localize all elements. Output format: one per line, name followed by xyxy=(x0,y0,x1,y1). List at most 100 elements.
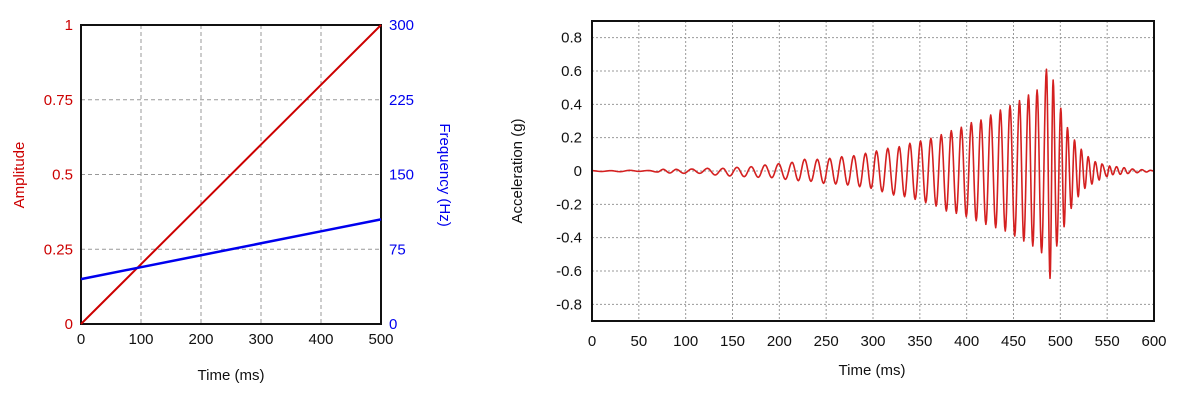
signal-extremum-point xyxy=(791,161,793,163)
signal-extremum-point xyxy=(1032,245,1034,247)
y2-tick-label: 225 xyxy=(389,92,414,109)
signal-extremum-point xyxy=(995,227,997,229)
signal-extremum-point xyxy=(870,187,872,189)
y-tick-label: -0.2 xyxy=(556,196,582,213)
signal-extremum-point xyxy=(722,167,724,169)
y-tick-label: -0.6 xyxy=(556,263,582,280)
signal-extremum-point xyxy=(1101,163,1103,165)
x-tick-label: 50 xyxy=(630,333,647,350)
x-tick-label: 550 xyxy=(1095,333,1120,350)
signal-extremum-point xyxy=(930,137,932,139)
signal-extremum-point xyxy=(909,142,911,144)
y-tick-label: 0.75 xyxy=(44,92,73,109)
signal-extremum-point xyxy=(822,182,825,184)
y-tick-label: 0.5 xyxy=(52,167,73,184)
signal-extremum-point xyxy=(1131,168,1134,170)
signal-extremum-point xyxy=(950,130,952,132)
signal-extremum-point xyxy=(847,184,849,186)
signal-extremum-point xyxy=(1077,196,1079,198)
signal-extremum-point xyxy=(1149,169,1151,171)
signal-extremum-point xyxy=(1123,167,1125,169)
y-tick-label: 0.25 xyxy=(44,241,73,258)
signal-extremum-point xyxy=(887,147,889,149)
accel-y-axis-label: Acceleration (g) xyxy=(509,118,526,223)
amplitude-line xyxy=(80,24,382,325)
chart-amplitude-frequency: 0 100 200 300 400 50000.250.50.75107515022530… xyxy=(44,17,414,348)
x-tick-label: 300 xyxy=(248,331,273,348)
signal-extremum-point xyxy=(1073,139,1076,141)
signal-extremum-point xyxy=(797,180,799,182)
x-tick-label: 400 xyxy=(308,331,333,348)
left-y-axis-label: Amplitude xyxy=(11,142,28,209)
signal-extremum-point xyxy=(881,191,883,193)
signal-extremum-point xyxy=(699,172,701,174)
signal-extremum-point xyxy=(1145,171,1148,173)
x-tick-label: 250 xyxy=(814,333,839,350)
signal-extremum-point xyxy=(628,169,631,171)
signal-extremum-point xyxy=(683,172,685,174)
signal-extremum-point xyxy=(1018,100,1021,102)
signal-extremum-point xyxy=(903,196,906,198)
signal-extremum-point xyxy=(619,171,621,173)
signal-extremum-point xyxy=(736,166,738,168)
x-tick-label: 450 xyxy=(1001,333,1026,350)
signal-extremum-point xyxy=(1049,277,1051,279)
signal-extremum-point xyxy=(853,155,855,157)
signal-extremum-point xyxy=(875,150,878,152)
signal-extremum-point xyxy=(990,114,992,116)
signal-extremum-point xyxy=(662,168,664,170)
signal-extremum-point xyxy=(656,171,659,173)
signal-extremum-point xyxy=(706,167,709,169)
x-tick-label: 0 xyxy=(588,333,596,350)
signal-extremum-point xyxy=(1041,252,1043,254)
signal-extremum-point xyxy=(1106,176,1108,178)
x-tick-label: 150 xyxy=(720,333,745,350)
signal-extremum-point xyxy=(1060,107,1062,109)
signal-extremum-point xyxy=(919,140,922,142)
x-tick-label: 200 xyxy=(767,333,792,350)
signal-extremum-point xyxy=(743,176,745,178)
signal-extremum-point xyxy=(898,146,900,148)
signal-extremum-point xyxy=(1027,94,1030,96)
x-tick-label: 500 xyxy=(368,331,393,348)
signal-extremum-point xyxy=(940,134,942,136)
y-tick-label: 0.4 xyxy=(561,96,582,113)
x-tick-label: 500 xyxy=(1048,333,1073,350)
y-tick-label: 0 xyxy=(574,163,582,180)
signal-extremum-point xyxy=(1108,165,1111,167)
y-tick-label: 0.8 xyxy=(561,30,582,47)
y-tick-label: 1 xyxy=(65,17,73,34)
signal-extremum-point xyxy=(999,109,1001,111)
x-tick-label: 350 xyxy=(907,333,932,350)
x-tick-label: 100 xyxy=(673,333,698,350)
plot-frame xyxy=(591,20,1155,322)
signal-extremum-point xyxy=(764,164,766,166)
signal-extremum-point xyxy=(610,170,612,172)
frequency-line xyxy=(80,218,382,281)
signal-extremum-point xyxy=(691,168,693,170)
signal-extremum-point xyxy=(1119,173,1121,175)
signal-extremum-point xyxy=(1070,207,1072,209)
signal-extremum-point xyxy=(1084,187,1086,189)
signal-extremum-point xyxy=(1004,230,1006,232)
y-tick-label: 0 xyxy=(65,316,73,333)
signal-extremum-point xyxy=(1080,148,1082,150)
signal-extremum-point xyxy=(859,186,861,188)
y-tick-label: 0.2 xyxy=(561,130,582,147)
signal-extremum-point xyxy=(1045,68,1048,70)
signal-extremum-point xyxy=(965,216,967,218)
signal-extremum-point xyxy=(1094,161,1096,163)
y2-tick-label: 300 xyxy=(389,17,414,34)
signal-extremum-point xyxy=(600,170,602,173)
y-tick-label: -0.4 xyxy=(556,230,582,247)
x-tick-label: 100 xyxy=(128,331,153,348)
signal-extremum-point xyxy=(935,205,937,207)
y-tick-label: -0.8 xyxy=(556,296,582,313)
signal-extremum-point xyxy=(864,152,867,154)
signal-extremum-point xyxy=(893,194,895,196)
signal-extremum-point xyxy=(816,158,818,160)
signal-extremum-point xyxy=(980,119,982,121)
x-tick-label: 300 xyxy=(860,333,885,350)
signal-extremum-point xyxy=(1141,169,1143,171)
